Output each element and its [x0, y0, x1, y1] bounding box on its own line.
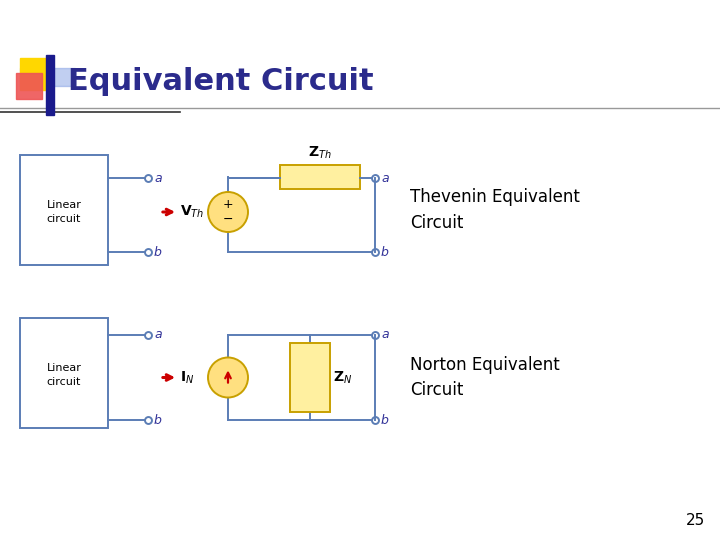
Bar	[290, 343, 330, 412]
Text: $\mathbf{V}_{Th}$: $\mathbf{V}_{Th}$	[180, 204, 204, 220]
Bar	[280, 165, 360, 189]
Text: a: a	[381, 328, 389, 341]
Text: Thevenin Equivalent
Circuit: Thevenin Equivalent Circuit	[410, 188, 580, 232]
Circle shape	[208, 357, 248, 397]
Bar	[20, 318, 108, 428]
Bar	[16, 73, 42, 99]
Text: a: a	[154, 328, 161, 341]
Text: b: b	[154, 246, 162, 259]
Bar	[20, 155, 108, 265]
Text: circuit: circuit	[47, 214, 81, 224]
Text: a: a	[381, 172, 389, 185]
Bar	[46, 55, 54, 115]
Bar	[20, 68, 75, 86]
Text: Norton Equivalent
Circuit: Norton Equivalent Circuit	[410, 356, 559, 399]
Text: circuit: circuit	[47, 377, 81, 387]
Text: b: b	[381, 246, 389, 259]
Text: a: a	[154, 172, 161, 185]
Text: $\mathbf{Z}_{Th}$: $\mathbf{Z}_{Th}$	[308, 145, 332, 161]
Text: $\mathbf{I}_{N}$: $\mathbf{I}_{N}$	[180, 369, 194, 386]
Text: Linear: Linear	[47, 363, 81, 373]
Text: 25: 25	[685, 513, 705, 528]
Text: $\mathbf{Z}_{N}$: $\mathbf{Z}_{N}$	[333, 369, 352, 386]
Bar	[20, 58, 52, 90]
Text: +: +	[222, 199, 233, 212]
Circle shape	[208, 192, 248, 232]
Text: Linear: Linear	[47, 200, 81, 210]
Text: b: b	[381, 414, 389, 427]
Text: Equivalent Circuit: Equivalent Circuit	[68, 68, 374, 97]
Text: b: b	[154, 414, 162, 427]
Text: −: −	[222, 213, 233, 226]
